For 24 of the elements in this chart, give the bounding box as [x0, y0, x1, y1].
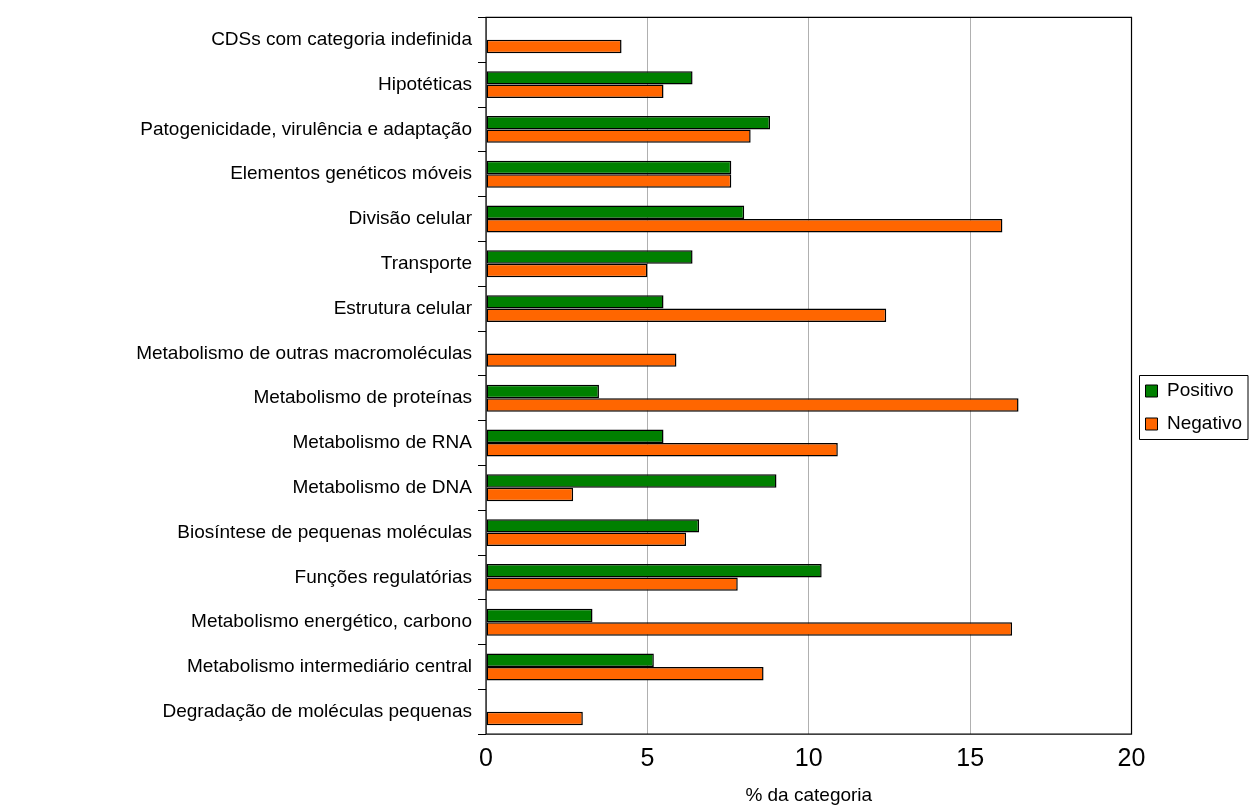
x-tick-label: 15	[956, 743, 985, 772]
y-tick-label: Degradação de moléculas pequenas	[162, 700, 472, 722]
y-tick-label: Elementos genéticos móveis	[230, 162, 472, 184]
y-tick-label: Metabolismo de RNA	[292, 431, 473, 453]
x-tick-label: 5	[640, 743, 655, 772]
y-tick-label: Metabolismo energético, carbono	[191, 610, 472, 632]
y-tick-label: Transporte	[380, 252, 472, 274]
x-tick-label: 20	[1117, 743, 1146, 772]
y-tick-label: Patogenicidade, virulência e adaptação	[140, 117, 472, 139]
y-tick-label: Metabolismo de DNA	[292, 476, 473, 498]
legend-label: Negativo	[1167, 412, 1243, 434]
x-tick-label: 0	[479, 743, 493, 772]
y-tick-label: Metabolismo intermediário central	[186, 655, 472, 677]
x-axis-title: % da categoria	[745, 783, 873, 805]
y-tick-label: Funções regulatórias	[294, 565, 472, 587]
y-tick-label: Metabolismo de proteínas	[253, 386, 472, 408]
y-tick-label: Hipotéticas	[378, 72, 472, 94]
legend-label: Positivo	[1167, 379, 1234, 401]
y-tick-label: Divisão celular	[348, 207, 473, 229]
x-tick-label: 10	[794, 743, 823, 772]
y-tick-label: CDSs com categoria indefinida	[211, 28, 473, 50]
y-tick-label: Metabolismo de outras macromoléculas	[136, 341, 472, 363]
y-tick-label: Estrutura celular	[333, 296, 473, 318]
y-tick-label: Biosíntese de pequenas moléculas	[177, 520, 472, 542]
